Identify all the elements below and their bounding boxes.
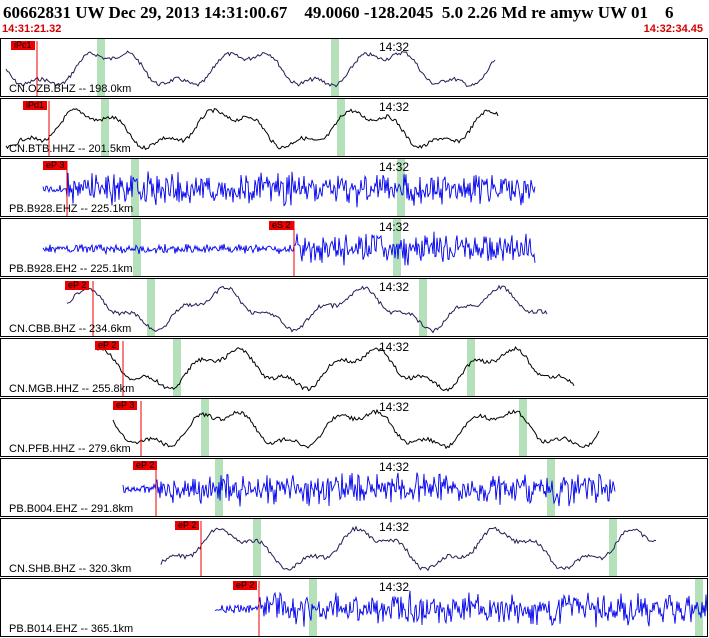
time-mark: 14:32 xyxy=(379,100,410,114)
phase-pick-label[interactable]: eP 2 xyxy=(65,281,90,290)
station-label: CN.BTB.HHZ -- 201.5km xyxy=(9,143,131,155)
station-label: CN.SHB.BHZ -- 320.3km xyxy=(9,563,132,575)
phase-pick-label[interactable]: iPd1 xyxy=(23,101,48,110)
time-mark: 14:32 xyxy=(379,40,410,54)
waveform-panel-btb[interactable]: 14:32 iPd1 CN.BTB.HHZ -- 201.5km xyxy=(0,98,708,157)
time-mark: 14:32 xyxy=(379,340,410,354)
phase-pick-label[interactable]: eS 2 xyxy=(269,221,294,230)
time-mark: 14:32 xyxy=(379,460,410,474)
phase-pick-label[interactable]: eP 3 xyxy=(43,161,68,170)
time-mark: 14:32 xyxy=(379,580,410,594)
seismogram-trace xyxy=(96,345,575,392)
phase-pick-label[interactable]: eP 2 xyxy=(175,521,200,530)
seismogram-trace xyxy=(112,408,600,450)
pick-window-highlight xyxy=(147,279,155,336)
phase-pick-label[interactable]: iPc1 xyxy=(11,41,35,50)
pick-window-highlight xyxy=(173,339,181,396)
waveform-panel-shb[interactable]: 14:32 eP 2 CN.SHB.BHZ -- 320.3km xyxy=(0,518,708,577)
waveform-trace xyxy=(66,279,548,336)
pick-window-highlight xyxy=(397,159,405,216)
phase-pick-label[interactable]: eP 2 xyxy=(133,461,158,470)
waveform-panel-cbb[interactable]: 14:32 eP 2 CN.CBB.BHZ -- 234.6km xyxy=(0,278,708,337)
time-mark: 14:32 xyxy=(379,220,410,234)
seismogram-trace xyxy=(42,171,536,208)
window-end-time: 14:32:34.45 xyxy=(643,23,703,35)
waveform-panel-b928-ehz[interactable]: 14:32 eP 3 PB.B928.EHZ -- 225.1km xyxy=(0,158,708,217)
pick-window-highlight xyxy=(97,39,105,96)
waveform-panels: 14:32 iPc1 CN.OZB.BHZ -- 198.0km 14:32 i… xyxy=(0,38,709,638)
waveform-panel-b928-eh2[interactable]: 14:32 eS 2 PB.B928.EH2 -- 225.1km xyxy=(0,218,708,277)
seismogram-trace xyxy=(122,472,616,507)
waveform-trace xyxy=(42,219,536,276)
station-label: PB.B014.EHZ -- 365.1km xyxy=(9,623,134,635)
phase-pick-label[interactable]: eP 2 xyxy=(95,341,120,350)
seismogram-trace xyxy=(42,231,536,266)
pick-window-highlight xyxy=(609,519,617,576)
seismogram-trace xyxy=(5,50,496,88)
waveform-panel-pfb[interactable]: 14:32 eP 3 CN.PFB.HHZ -- 279.6km xyxy=(0,398,708,457)
station-label: CN.PFB.HHZ -- 279.6km xyxy=(9,443,131,455)
waveform-trace xyxy=(5,99,499,156)
time-mark: 14:32 xyxy=(379,280,410,294)
station-label: PB.B004.EHZ -- 291.8km xyxy=(9,503,134,515)
waveform-trace xyxy=(42,159,536,216)
waveform-trace xyxy=(112,399,600,456)
pick-window-highlight xyxy=(201,399,209,456)
waveform-trace xyxy=(122,459,616,516)
pick-window-highlight xyxy=(695,579,703,636)
seismogram-trace xyxy=(66,284,548,334)
time-mark: 14:32 xyxy=(379,400,410,414)
station-label: PB.B928.EH2 -- 225.1km xyxy=(9,263,133,275)
station-label: CN.OZB.BHZ -- 198.0km xyxy=(9,83,132,95)
pick-window-highlight xyxy=(337,99,345,156)
phase-pick-label[interactable]: eP 2 xyxy=(233,581,258,590)
station-label: CN.MGB.HHZ -- 255.8km xyxy=(9,383,135,395)
pick-window-highlight xyxy=(519,399,527,456)
station-label: PB.B928.EHZ -- 225.1km xyxy=(9,203,134,215)
waveform-panel-b014[interactable]: 14:32 eP 2 PB.B014.EHZ -- 365.1km xyxy=(0,578,708,637)
time-mark: 14:32 xyxy=(379,160,410,174)
waveform-panel-b004[interactable]: 14:32 eP 2 PB.B004.EHZ -- 291.8km xyxy=(0,458,708,517)
seismogram-trace xyxy=(5,107,499,151)
waveform-panel-mgb[interactable]: 14:32 eP 2 CN.MGB.HHZ -- 255.8km xyxy=(0,338,708,397)
pick-window-highlight xyxy=(131,159,139,216)
waveform-trace xyxy=(5,39,496,96)
station-label: CN.CBB.BHZ -- 234.6km xyxy=(9,323,132,335)
waveform-trace xyxy=(214,579,707,636)
waveform-trace xyxy=(160,519,657,576)
seismogram-trace xyxy=(214,590,707,628)
pick-window-highlight xyxy=(253,519,261,576)
pick-window-highlight xyxy=(101,99,109,156)
waveform-trace xyxy=(96,339,575,396)
window-start-time: 14:31:21.32 xyxy=(2,23,62,35)
event-header: 60662831 UW Dec 29, 2013 14:31:00.67 49.… xyxy=(0,0,709,38)
pick-window-highlight xyxy=(419,279,427,336)
phase-pick-label[interactable]: eP 3 xyxy=(113,401,138,410)
time-mark: 14:32 xyxy=(379,520,410,534)
pick-window-highlight xyxy=(331,39,339,96)
event-title: 60662831 UW Dec 29, 2013 14:31:00.67 49.… xyxy=(3,3,674,22)
seismogram-trace xyxy=(160,525,657,572)
pick-window-highlight xyxy=(467,339,475,396)
waveform-panel-ozb[interactable]: 14:32 iPc1 CN.OZB.BHZ -- 198.0km xyxy=(0,38,708,97)
